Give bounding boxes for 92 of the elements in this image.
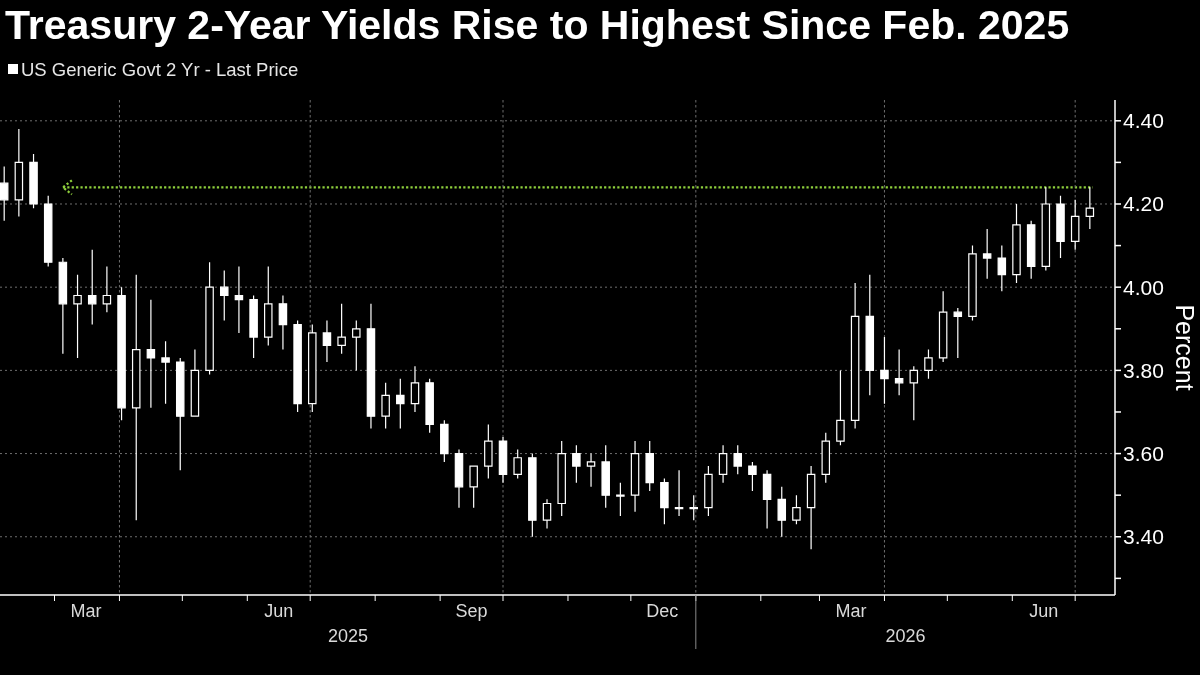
candlestick [704,465,713,517]
candlestick [528,452,537,538]
candlestick [440,419,449,463]
candlestick [352,319,361,371]
candlestick [1041,186,1051,272]
candlestick [366,303,376,430]
y-tick-label: 3.60 [1123,441,1164,465]
y-axis-title: Percent [1171,304,1199,391]
candlestick [938,290,948,363]
x-tick-label: Dec [646,601,679,621]
candlestick [264,265,273,347]
y-tick-label: 3.40 [1123,525,1164,549]
candlestick [880,336,889,405]
candlestick [601,444,610,509]
candlestick [968,244,977,322]
candlestick [102,265,112,313]
candlestick [425,378,434,434]
candlestick [190,348,200,417]
candlestick [484,423,493,480]
candlestick [322,319,332,363]
candlestick [175,357,185,471]
y-tick-label: 3.80 [1123,358,1164,382]
candlestick [293,319,302,413]
candlestick [14,128,24,218]
candlestick [381,382,390,430]
y-tick-label: 4.40 [1123,109,1164,133]
candlestick [645,440,654,492]
chart-title: Treasury 2-Year Yields Rise to Highest Since Feb. 2025 [5,2,1070,48]
candlestick [586,452,596,488]
candlestick [1026,220,1036,280]
candlestick [865,274,875,396]
candlestick [1012,203,1021,284]
candlestick [469,465,478,509]
candlestick [616,482,625,517]
candlestick [850,282,860,430]
candlestick [454,448,464,509]
candlestick [894,348,904,396]
candlestick [674,469,684,517]
x-tick-label: Mar [70,601,102,621]
candlestick [278,294,288,351]
candlestick [542,498,552,530]
candlestick [205,261,214,376]
candlestick [396,378,405,430]
x-tick-label: Sep [455,601,488,621]
candlestick [733,444,743,475]
y-tick-label: 4.20 [1123,192,1164,216]
y-tick-label: 4.00 [1123,275,1164,299]
x-tick-label: Jun [264,601,294,621]
candlestick [689,494,698,521]
candlestick [660,477,669,525]
candlestick [498,436,508,484]
candlestick [748,461,757,492]
legend-label: US Generic Govt 2 Yr - Last Price [21,59,299,80]
candlestick [1070,199,1080,251]
x-tick-label: Mar [835,601,867,621]
candlestick [337,303,346,355]
candlestick [762,469,772,530]
candlestick [572,444,581,484]
candlestick [87,249,97,326]
candlestick [73,274,82,359]
text: 2026 [885,626,926,646]
candlestick [997,244,1007,292]
candlestick [792,494,801,525]
candlestick [806,465,816,550]
candlestick [43,195,53,267]
candlestick [161,340,170,405]
candlestick [821,432,831,484]
candlestick [953,307,963,359]
text: 2025 [327,626,368,646]
candlestick [1056,195,1065,259]
x-tick-label: Jun [1029,601,1059,621]
candlestick [0,165,9,222]
candlestick [29,153,38,209]
candlestick [630,440,640,513]
candlestick [718,444,728,484]
candlestick [513,448,522,480]
candlestick [557,440,566,517]
candlestick [131,274,141,521]
candlestick [234,265,244,334]
candlestick [146,299,156,409]
candlestick [308,324,317,413]
candlestick [219,269,229,322]
candlestick [117,286,126,421]
candlestick [58,257,68,355]
candlestick [410,365,420,413]
candlestick [777,486,787,538]
candlestick [909,365,919,421]
candlestick [836,369,845,446]
candlestick [1085,186,1095,230]
candlestick [924,348,933,380]
candlestick [982,228,992,280]
candlestick [249,294,258,359]
